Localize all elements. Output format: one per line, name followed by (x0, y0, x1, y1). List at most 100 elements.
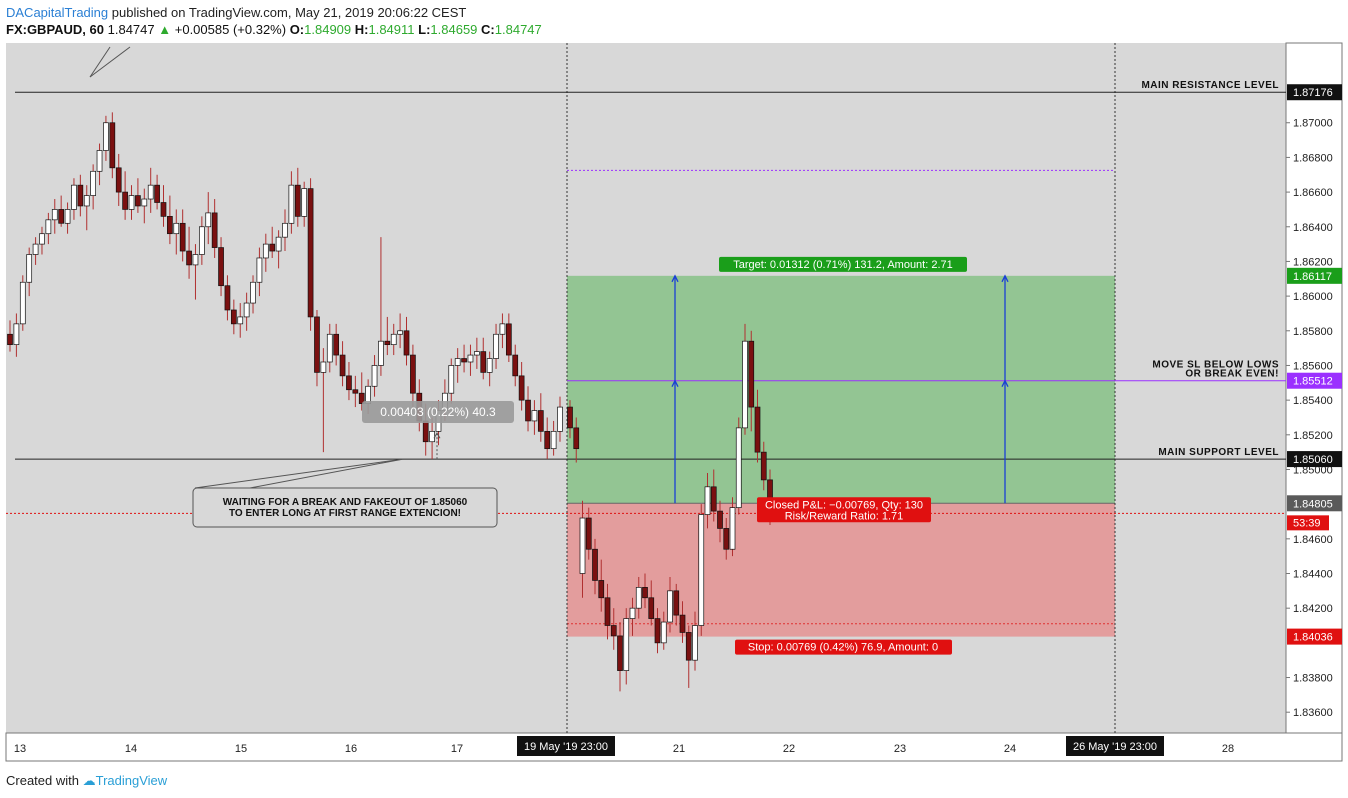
candle-body (77, 184, 84, 207)
candle-body (109, 122, 116, 169)
candle-body (384, 340, 391, 346)
resistance-price-badge: 1.87176 (1293, 87, 1333, 99)
y-tick-label: 1.86000 (1293, 291, 1333, 303)
x-tick-label: 23 (894, 743, 906, 755)
candle-body (250, 281, 256, 304)
candle-body (269, 243, 276, 252)
price-chart[interactable]: MAIN RESISTANCE LEVEL MOVE SL BELOW LOWS O… (0, 0, 1348, 770)
candle-body (378, 340, 384, 366)
candle-body (301, 188, 308, 217)
callout-pointer (249, 458, 404, 489)
y-tick-label: 1.86200 (1293, 256, 1333, 268)
candle-body (486, 358, 493, 373)
range-measure-box (362, 401, 514, 423)
candle-body (735, 427, 742, 508)
move-sl-price-badge-box (1287, 372, 1342, 389)
resistance-label: MAIN RESISTANCE LEVEL (1141, 80, 1279, 91)
candle-body (403, 330, 410, 356)
annotation-line-2: TO ENTER LONG AT FIRST RANGE EXTENCION! (229, 508, 461, 519)
footer: Created with ☁TradingView (6, 773, 167, 789)
candle-body (704, 486, 711, 515)
x-tick-label: 24 (1004, 743, 1016, 755)
pnl-label-2: Risk/Reward Ratio: 1.71 (785, 510, 904, 522)
y-tick-label: 1.87000 (1293, 118, 1333, 130)
candle-body (537, 410, 544, 432)
candle-body (218, 247, 224, 287)
pnl-label-box (757, 497, 931, 523)
candle-body (518, 375, 525, 401)
candle-body (410, 354, 416, 394)
candle-body (243, 302, 250, 318)
stop-price-badge-box (1287, 628, 1342, 645)
candle-body (115, 167, 122, 193)
candle-body (205, 212, 212, 228)
author-link[interactable]: DACapitalTrading (6, 5, 109, 20)
x-tick-label: 15 (235, 743, 247, 755)
stop-price-badge: 1.84036 (1293, 632, 1333, 644)
candle-body (45, 219, 52, 235)
candle-body (135, 195, 141, 207)
candle-body (480, 351, 487, 373)
candle-body (698, 514, 705, 626)
entry-price-badge: 1.84805 (1293, 498, 1333, 510)
x-tick-label: 13 (14, 743, 26, 755)
candle-body (122, 191, 128, 210)
candle-body (454, 358, 461, 366)
candle-body (579, 517, 586, 574)
brand-link[interactable]: TradingView (95, 773, 168, 788)
candle-body (679, 614, 686, 633)
callout-pointer-top (89, 46, 131, 78)
target-zone (567, 275, 1115, 504)
candle-body (499, 323, 506, 335)
y-tick-label: 1.85000 (1293, 464, 1333, 476)
candle-body (723, 528, 730, 550)
candle-body (211, 212, 218, 248)
x-tick-label: 28 (1222, 743, 1234, 755)
support-price-badge-box (1287, 451, 1342, 468)
target-label: Target: 0.01312 (0.71%) 131.2, Amount: 2… (733, 259, 953, 271)
candle-body (64, 209, 71, 224)
move-sl-label-1: MOVE SL BELOW LOWS (1152, 360, 1279, 371)
candle-body (13, 323, 20, 346)
callout-pointer (194, 458, 404, 489)
candle-body (493, 333, 499, 359)
candle-body (26, 254, 33, 283)
range-end-date: 26 May '19 23:00 (1073, 741, 1157, 753)
arrow-up-icon (1001, 379, 1009, 388)
open-value: 1.84909 (304, 22, 352, 37)
x-tick-label: 16 (345, 743, 357, 755)
range-end-date-box (1066, 736, 1164, 756)
target-price-badge: 1.86117 (1293, 271, 1332, 283)
candle-body (648, 597, 655, 619)
stop-label: Stop: 0.00769 (0.42%) 76.9, Amount: 0 (748, 642, 938, 654)
close-label: C: (481, 22, 495, 37)
y-tick-label: 1.86800 (1293, 152, 1333, 164)
candle-body (505, 323, 512, 356)
candle-body (573, 427, 580, 450)
countdown-box (1287, 515, 1329, 531)
callout-pointer-top (89, 46, 111, 78)
candle-body (154, 184, 160, 203)
candle-body (512, 354, 519, 377)
candle-body (760, 451, 767, 481)
candle-body (51, 209, 58, 221)
support-label: MAIN SUPPORT LEVEL (1158, 447, 1279, 458)
candle-body (729, 507, 736, 550)
range-measure-label: 0.00403 (0.22%) 40.3 (380, 405, 496, 419)
candle-body (32, 243, 39, 255)
candle-body (147, 184, 154, 200)
price-change: +0.00585 (+0.32%) (174, 22, 287, 37)
candle-body (654, 618, 661, 644)
arrow-up-icon (1001, 274, 1009, 283)
stop-zone (567, 503, 1115, 637)
candle-body (592, 548, 598, 581)
close-value: 1.84747 (494, 22, 542, 37)
x-tick-label: 17 (451, 743, 463, 755)
resistance-price-badge-box (1287, 84, 1342, 101)
candle-body (557, 406, 563, 432)
candle-body (629, 607, 636, 619)
candle-body (467, 354, 474, 363)
y-tick-label: 1.84400 (1293, 569, 1333, 581)
candle-body (339, 354, 346, 377)
open-label: O: (289, 22, 305, 37)
